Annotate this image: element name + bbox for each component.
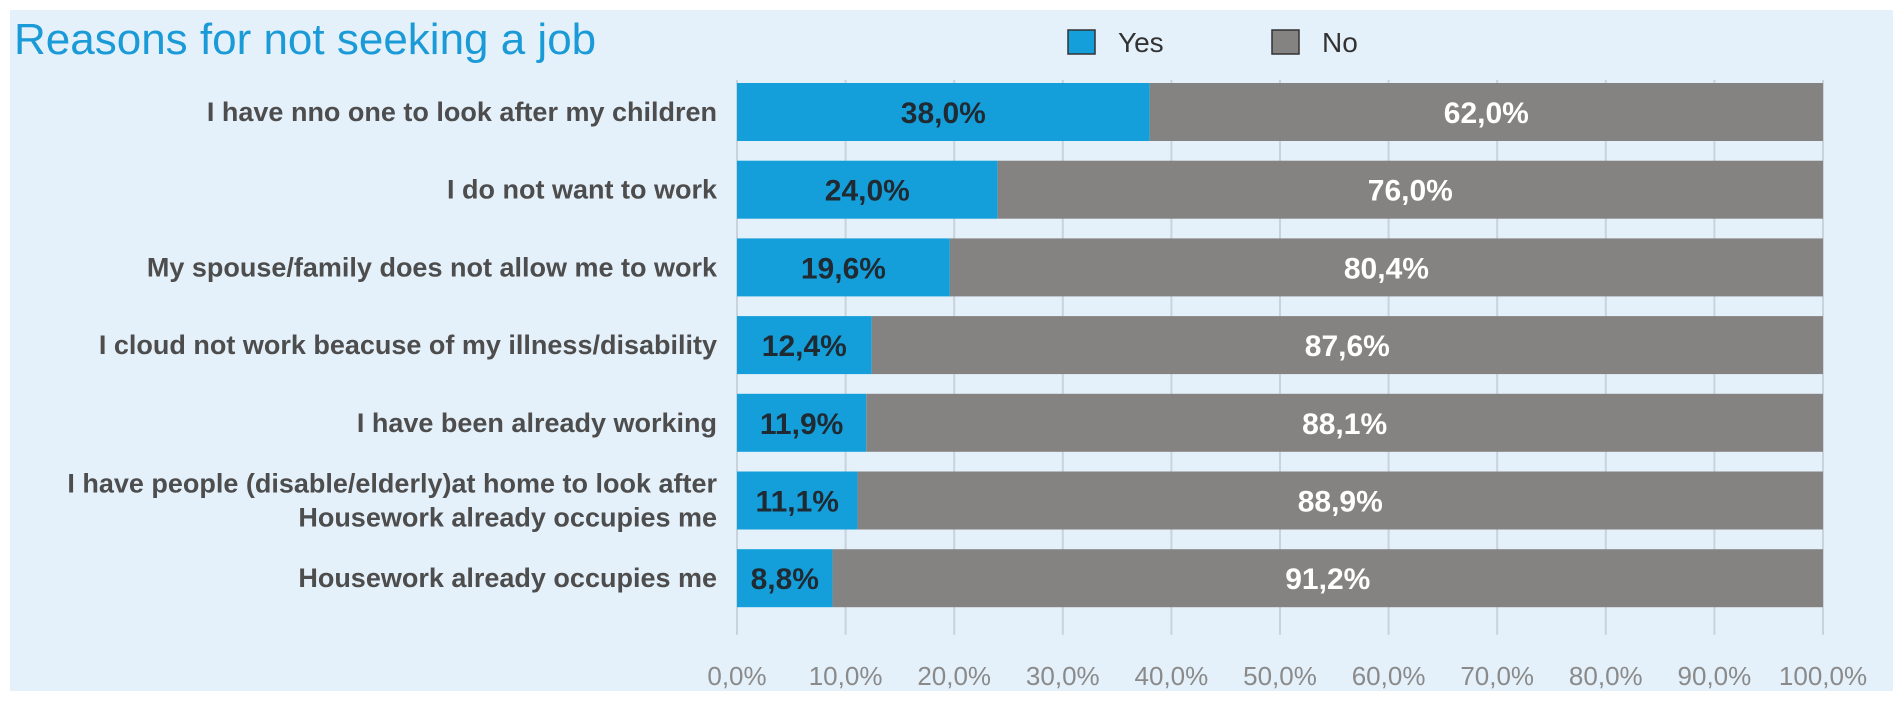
- bar-no-segment: [832, 549, 1823, 608]
- bars: [737, 83, 1823, 608]
- bar-yes-segment: [737, 83, 1150, 141]
- bar-no-value-label: 88,9%: [1298, 486, 1383, 519]
- category-label: I have been already working: [357, 408, 717, 438]
- x-tick-label: 20,0%: [917, 661, 991, 691]
- bar-yes-value-label: 8,8%: [751, 563, 819, 596]
- bar-yes-value-label: 24,0%: [825, 175, 910, 208]
- bar-no-value-label: 87,6%: [1305, 330, 1390, 363]
- category-label: Housework already occupies me: [298, 563, 717, 593]
- bar-no-segment: [949, 238, 1823, 297]
- bar-yes-value-label: 11,1%: [756, 486, 839, 519]
- bar-no-segment: [857, 471, 1823, 530]
- legend-label-yes: Yes: [1118, 27, 1164, 58]
- bar-no-segment: [997, 160, 1823, 219]
- x-tick-label: 30,0%: [1026, 661, 1100, 691]
- x-tick-label: 0,0%: [707, 661, 766, 691]
- category-label: I do not want to work: [447, 175, 718, 205]
- x-tick-label: 40,0%: [1135, 661, 1209, 691]
- category-label: Housework already occupies me: [298, 503, 717, 533]
- bar-value-labels: 38,0% 62,0% 24,0% 76,0% 19,6% 80,4% 12,4% 87,6%…: [751, 97, 1529, 596]
- category-label: My spouse/family does not allow me to wo…: [147, 252, 718, 282]
- bar-no-segment: [871, 316, 1823, 375]
- bar-yes-value-label: 12,4%: [762, 330, 847, 363]
- bar-no-value-label: 80,4%: [1344, 252, 1429, 285]
- bar-yes-segment: [737, 316, 872, 375]
- bar-yes-segment: [737, 471, 858, 530]
- bar-yes-segment: [737, 238, 950, 297]
- x-tick-label: 10,0%: [809, 661, 883, 691]
- bar-no-value-label: 62,0%: [1444, 97, 1529, 130]
- x-tick-label: 90,0%: [1678, 661, 1752, 691]
- x-tick-label: 70,0%: [1460, 661, 1534, 691]
- bar-no-value-label: 76,0%: [1368, 175, 1453, 208]
- bar-no-value-label: 88,1%: [1302, 408, 1387, 441]
- category-label: I have nno one to look after my children: [207, 97, 717, 127]
- category-label: I have people (disable/elderly)at home t…: [67, 469, 717, 499]
- chart-legend: Yes No: [1067, 27, 1358, 58]
- legend-swatch-no: [1271, 29, 1300, 55]
- chart-panel: Reasons for not seeking a job Yes No 38,0…: [10, 10, 1893, 691]
- chart-title: Reasons for not seeking a job: [14, 15, 596, 64]
- x-tick-label: 80,0%: [1569, 661, 1643, 691]
- bar-no-value-label: 91,2%: [1285, 563, 1370, 596]
- stacked-bar-chart: Reasons for not seeking a job Yes No 38,0…: [14, 15, 1867, 691]
- x-tick-label: 100,0%: [1779, 661, 1867, 691]
- bar-yes-segment: [737, 393, 867, 452]
- x-tick-label: 60,0%: [1352, 661, 1426, 691]
- bar-yes-segment: [737, 160, 998, 219]
- legend-swatch-yes: [1067, 29, 1096, 55]
- category-label: I cloud not work beacuse of my illness/d…: [99, 330, 717, 360]
- bar-yes-segment: [737, 549, 833, 608]
- bar-no-segment: [866, 393, 1823, 452]
- legend-label-no: No: [1322, 27, 1358, 58]
- bar-yes-value-label: 19,6%: [801, 252, 886, 285]
- x-axis-ticks: 0,0% 10,0% 20,0% 30,0% 40,0% 50,0% 60,0% 70,0% 8…: [707, 661, 1867, 691]
- x-tick-label: 50,0%: [1243, 661, 1317, 691]
- category-labels: I have nno one to look after my children…: [67, 97, 718, 593]
- bar-yes-value-label: 11,9%: [760, 408, 843, 441]
- bar-yes-value-label: 38,0%: [901, 97, 986, 130]
- bar-no-segment: [1149, 83, 1823, 141]
